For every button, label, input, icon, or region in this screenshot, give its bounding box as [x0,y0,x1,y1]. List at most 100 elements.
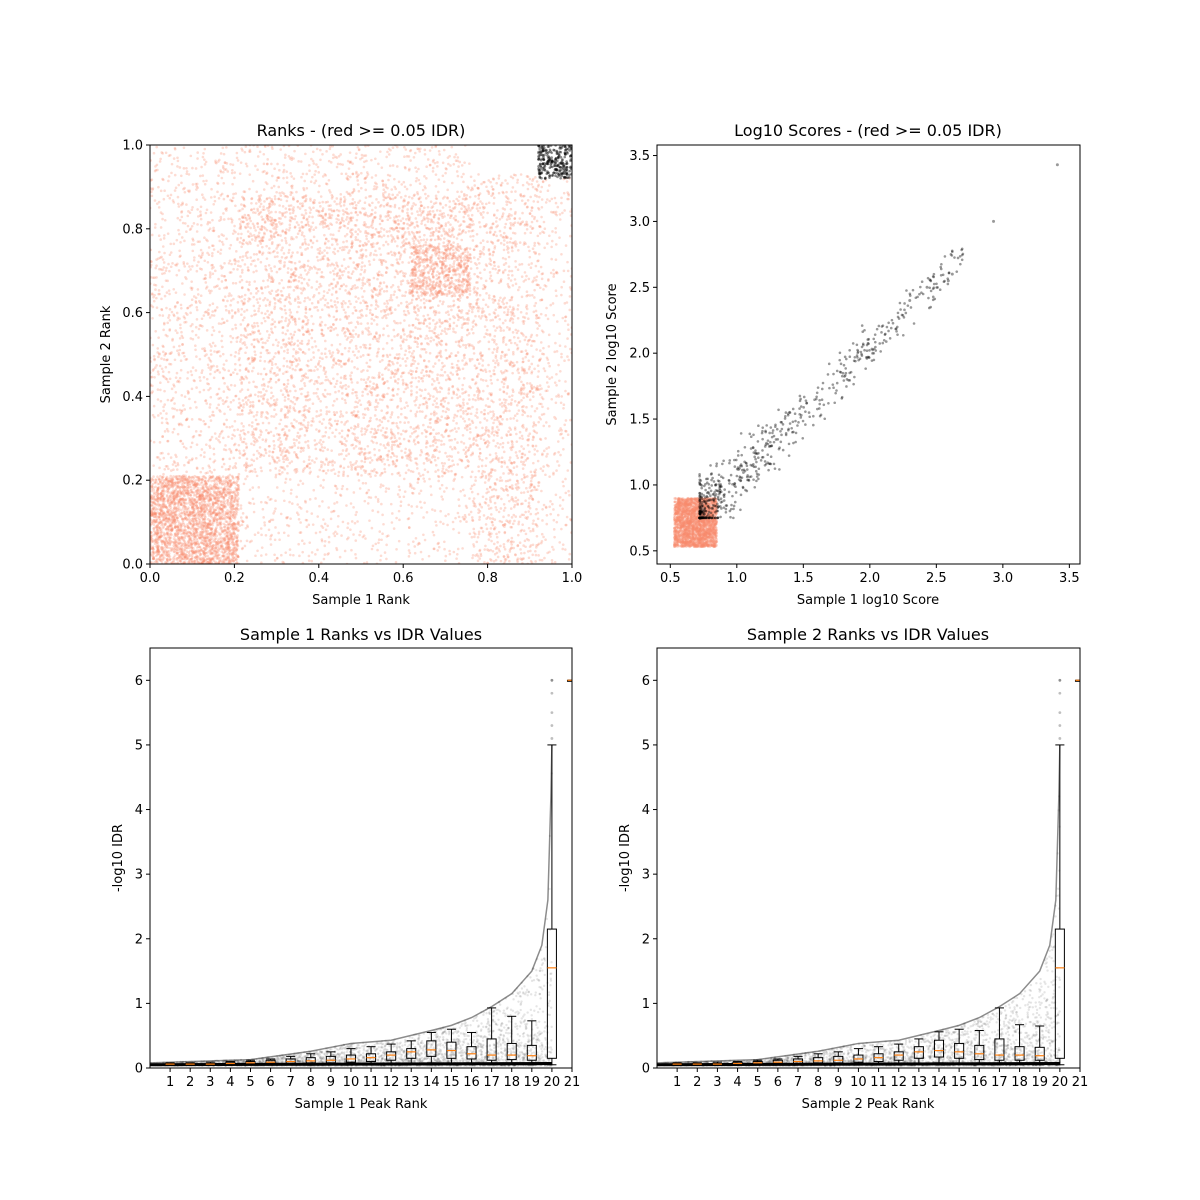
scatter-point [302,418,306,422]
scatter-point [401,372,404,375]
scatter-point [447,470,450,473]
scatter-point [221,511,225,515]
scatter-point [178,512,182,515]
scatter-point [209,532,213,535]
scatter-point [235,544,239,547]
scatter-point [264,286,267,289]
scatter-point [247,394,251,398]
scatter-point [150,535,153,538]
scatter-point [452,321,456,325]
scatter-point [440,368,443,371]
scatter-point [445,343,448,347]
scatter-point [292,237,295,241]
scatter-point [455,430,458,433]
scatter-point [336,249,340,253]
scatter-point [246,333,250,337]
scatter-point [223,554,226,558]
scatter-point [329,329,332,333]
scatter-point [223,517,227,521]
scatter-point [308,268,311,272]
scatter-point [233,535,236,539]
scatter-point [202,490,205,494]
scatter-point [395,439,398,443]
scatter-point [190,479,193,482]
scatter-point [318,356,322,360]
scatter-point [270,415,273,418]
scatter-point [373,447,376,451]
scatter-point [302,277,306,281]
scatter-point [288,226,292,230]
scatter-point [381,393,385,397]
scatter-point [452,390,455,394]
scatter-point [307,342,310,345]
scatter-point [270,367,274,370]
scatter-point [208,476,212,480]
scatter-point [453,427,457,430]
scatter-point [266,351,269,355]
scatter-point [271,280,275,284]
scatter-point [195,555,199,558]
scatter-point [195,549,199,552]
scatter-point [296,339,300,343]
scatter-point [290,268,293,271]
scatter-point [238,347,242,351]
scatter-point [192,524,195,527]
scatter-point [195,514,198,517]
scatter-point [177,553,181,557]
scatter-point [253,313,256,317]
scatter-point [434,463,438,467]
scatter-point [317,397,321,401]
scatter-point [236,492,240,495]
scatter-point [298,434,302,438]
scatter-point [461,387,464,391]
scatter-point [320,271,324,274]
scatter-point [177,556,181,560]
scatter-point [191,511,195,515]
scatter-point [337,470,341,474]
scatter-point [222,490,226,494]
scatter-point [206,529,210,533]
scatter-point [261,218,264,221]
scatter-point [161,546,165,550]
scatter-point [250,343,254,346]
scatter-point [221,509,224,512]
scatter-point [397,304,400,307]
scatter-point [427,425,430,429]
scatter-point [243,297,246,301]
scatter-point [361,464,364,468]
scatter-point [270,363,274,366]
scatter-point [297,357,301,360]
scatter-point [210,512,213,515]
scatter-point [187,544,191,548]
scatter-point [324,323,327,327]
scatter-point [179,501,183,505]
scatter-point [243,213,247,217]
scatter-point [178,537,182,541]
scatter-point [173,547,177,551]
scatter-point [415,396,418,399]
scatter-point [208,490,212,494]
scatter-point [378,360,382,363]
scatter-point [376,352,379,355]
scatter-point [320,422,324,425]
scatter-point [185,502,188,505]
scatter-point [419,298,423,302]
scatter-point [229,552,232,556]
scatter-point [294,323,297,326]
scatter-point [156,529,160,532]
scatter-point [314,365,318,369]
scatter-point [387,463,391,467]
scatter-point [340,429,344,433]
scatter-point [224,538,227,541]
scatter-point [214,500,218,503]
scatter-point [235,542,239,546]
scatter-point [408,448,411,452]
scatter-point [376,393,380,397]
scatter-point [190,503,193,507]
scatter-point [237,497,240,500]
scatter-point [429,412,433,416]
scatter-point [442,244,445,248]
scatter-point [341,245,344,249]
scatter-point [368,358,372,362]
scatter-point [382,327,386,330]
